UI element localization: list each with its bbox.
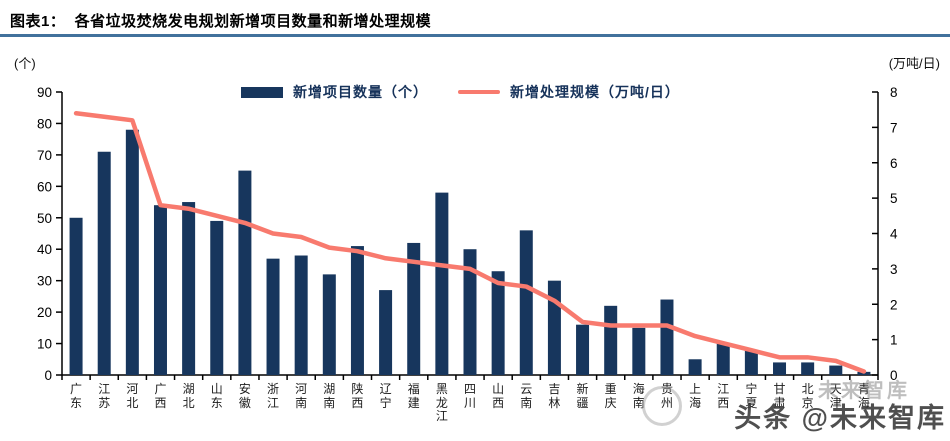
right-axis-unit: (万吨/日) (888, 56, 940, 71)
line-series (73, 110, 867, 374)
left-axis-tick-label: 10 (37, 337, 52, 352)
bar (435, 192, 449, 375)
right-axis-tick-label: 3 (890, 262, 898, 277)
left-axis-tick-label: 60 (37, 179, 52, 194)
bar (182, 202, 196, 375)
left-axis-tick-label: 90 (37, 85, 52, 100)
chart-legend: 新增项目数量（个） 新增处理规模（万吨/日） (241, 82, 680, 102)
right-axis-tick-label: 8 (890, 85, 898, 100)
bar (294, 255, 308, 375)
left-axis-tick-label: 30 (37, 274, 52, 289)
bar (716, 343, 730, 375)
bar (491, 271, 505, 375)
bar (210, 220, 224, 375)
bar (97, 151, 111, 375)
bar (519, 230, 533, 375)
right-axis-tick-label: 5 (890, 191, 898, 206)
bar (773, 362, 787, 375)
legend-bar-swatch (241, 86, 283, 98)
right-axis-tick-label: 1 (890, 333, 898, 348)
left-axis-tick-label: 0 (44, 368, 52, 383)
page-title: 图表1： 各省垃圾焚烧发电规划新增项目数量和新增处理规模 (10, 13, 432, 30)
bar (604, 305, 618, 375)
watermark-text: 头条 @未来智库 (734, 403, 946, 433)
bar (266, 258, 280, 375)
left-axis-tick-label: 50 (37, 211, 52, 226)
watermark-logo-icon (642, 386, 682, 426)
left-axis-tick-label: 40 (37, 242, 52, 257)
bar (350, 246, 364, 375)
bar (547, 280, 561, 375)
right-axis-tick-label: 6 (890, 156, 898, 171)
bar (379, 290, 393, 375)
watermark-ghost-text: 未来智库 (818, 380, 910, 402)
legend-bar-label: 新增项目数量（个） (293, 84, 428, 100)
right-axis-tick-label: 7 (890, 120, 898, 135)
bar (688, 359, 702, 375)
bar (660, 299, 674, 375)
bar (69, 217, 83, 375)
left-axis-tick-label: 20 (37, 305, 52, 320)
bar (322, 274, 336, 375)
header-rule (0, 34, 950, 37)
left-axis-tick-label: 80 (37, 116, 52, 131)
bar (801, 362, 815, 375)
right-axis-tick-label: 0 (890, 368, 898, 383)
right-axis-tick-label: 2 (890, 297, 898, 312)
bar (576, 324, 590, 375)
bar (463, 249, 477, 375)
bar (153, 205, 167, 375)
left-axis-tick-label: 70 (37, 148, 52, 163)
legend-line-swatch (458, 90, 500, 94)
legend-line-label: 新增处理规模（万吨/日） (510, 84, 680, 100)
bar (829, 365, 843, 375)
right-axis-tick-label: 4 (890, 227, 898, 242)
left-axis-unit: (个) (14, 56, 36, 71)
bar (632, 327, 646, 375)
bar (125, 129, 139, 375)
bar (238, 170, 252, 375)
bar (744, 349, 758, 375)
bar (407, 242, 421, 375)
